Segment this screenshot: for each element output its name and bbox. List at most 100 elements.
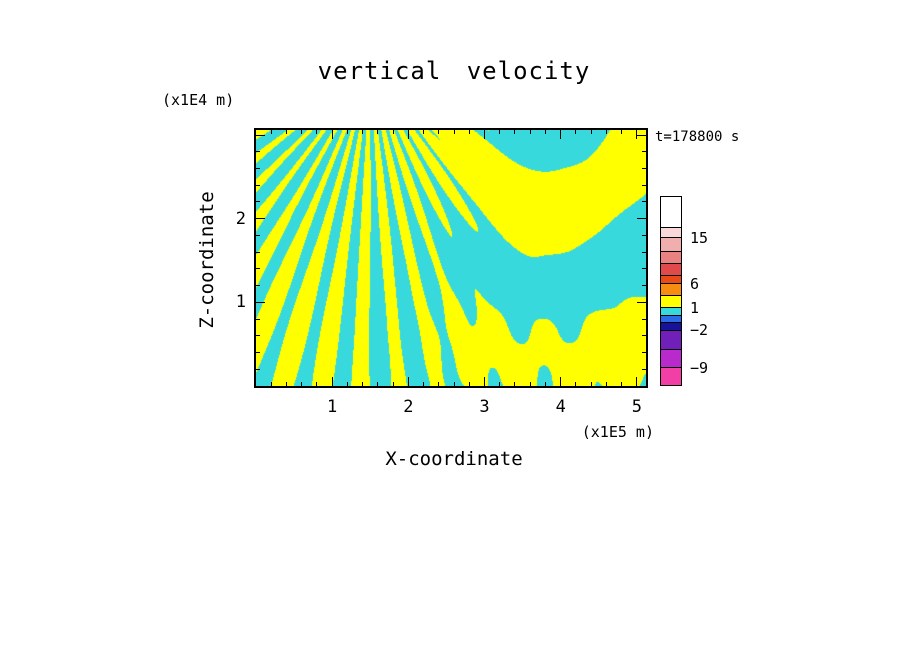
x-axis-title: X-coordinate	[385, 448, 523, 470]
tick-mark	[590, 382, 592, 386]
colorbar-segment	[661, 250, 681, 263]
tick-mark	[484, 130, 486, 139]
x-axis-unit-label: (x1E5 m)	[581, 423, 654, 441]
tick-mark	[529, 382, 531, 386]
tick-mark	[362, 130, 364, 134]
tick-mark	[514, 382, 516, 386]
tick-mark	[316, 382, 318, 386]
tick-mark	[453, 382, 455, 386]
tick-mark	[621, 382, 623, 386]
tick-mark	[256, 352, 260, 354]
colorbar-segment	[661, 348, 681, 368]
tick-mark	[544, 382, 546, 386]
tick-mark	[636, 377, 638, 386]
tick-mark	[642, 167, 646, 169]
tick-mark	[575, 130, 577, 134]
tick-mark	[499, 130, 501, 134]
tick-mark	[560, 377, 562, 386]
colorbar-segment	[661, 262, 681, 275]
x-tick-label: 4	[555, 397, 566, 417]
tick-mark	[423, 382, 425, 386]
tick-mark	[544, 130, 546, 134]
tick-mark	[636, 130, 638, 139]
chart-title: vertical velocity	[317, 57, 591, 85]
tick-mark	[642, 335, 646, 337]
tick-mark	[256, 318, 260, 320]
colorbar-segment	[661, 197, 681, 228]
tick-mark	[377, 130, 379, 134]
tick-mark	[256, 368, 260, 370]
colorbar-segment	[661, 322, 681, 331]
tick-mark	[642, 201, 646, 203]
tick-mark	[256, 134, 265, 136]
contour-field-canvas	[256, 130, 646, 386]
colorbar-segment	[661, 283, 681, 296]
tick-mark	[256, 285, 260, 287]
tick-mark	[331, 130, 333, 139]
tick-mark	[346, 382, 348, 386]
colorbar-label: 15	[690, 229, 709, 247]
colorbar-segment	[661, 367, 681, 385]
tick-mark	[256, 151, 260, 153]
tick-mark	[407, 130, 409, 139]
tick-mark	[468, 382, 470, 386]
tick-mark	[438, 382, 440, 386]
tick-mark	[331, 377, 333, 386]
y-tick-label: 2	[235, 208, 246, 229]
tick-mark	[642, 318, 646, 320]
tick-mark	[270, 130, 272, 134]
tick-mark	[642, 368, 646, 370]
tick-mark	[377, 382, 379, 386]
tick-mark	[637, 301, 646, 303]
colorbar-label: 1	[690, 299, 700, 317]
tick-mark	[256, 184, 260, 186]
x-tick-label: 1	[327, 397, 338, 417]
colorbar-segment	[661, 307, 681, 315]
tick-mark	[642, 151, 646, 153]
colorbar-label: −9	[690, 359, 709, 377]
y-tick-label: 1	[235, 292, 246, 313]
tick-mark	[256, 201, 260, 203]
colorbar-segment	[661, 330, 681, 349]
plot-area	[254, 128, 648, 388]
tick-mark	[642, 251, 646, 253]
tick-mark	[407, 377, 409, 386]
tick-mark	[529, 130, 531, 134]
tick-mark	[285, 130, 287, 134]
x-tick-label: 3	[479, 397, 490, 417]
colorbar-label: 6	[690, 275, 700, 293]
colorbar-segment	[661, 227, 681, 237]
tick-mark	[270, 382, 272, 386]
time-annotation: t=178800 s	[655, 129, 740, 145]
tick-mark	[438, 130, 440, 134]
tick-mark	[642, 184, 646, 186]
tick-mark	[642, 352, 646, 354]
tick-mark	[301, 382, 303, 386]
tick-mark	[605, 130, 607, 134]
tick-mark	[423, 130, 425, 134]
tick-mark	[301, 130, 303, 134]
tick-mark	[642, 285, 646, 287]
tick-mark	[256, 251, 260, 253]
tick-mark	[256, 335, 260, 337]
tick-mark	[560, 130, 562, 139]
tick-mark	[392, 130, 394, 134]
tick-mark	[256, 301, 265, 303]
x-tick-label: 5	[631, 397, 642, 417]
tick-mark	[256, 167, 260, 169]
colorbar-segment	[661, 236, 681, 251]
tick-mark	[575, 382, 577, 386]
y-axis-unit-label: (x1E4 m)	[162, 91, 235, 109]
tick-mark	[392, 382, 394, 386]
tick-mark	[256, 234, 260, 236]
tick-mark	[256, 268, 260, 270]
tick-mark	[468, 130, 470, 134]
tick-mark	[605, 382, 607, 386]
tick-mark	[590, 130, 592, 134]
y-axis-title: Z-coordinate	[196, 191, 218, 329]
x-tick-label: 2	[403, 397, 414, 417]
colorbar	[660, 196, 682, 386]
tick-mark	[499, 382, 501, 386]
colorbar-segment	[661, 295, 681, 308]
